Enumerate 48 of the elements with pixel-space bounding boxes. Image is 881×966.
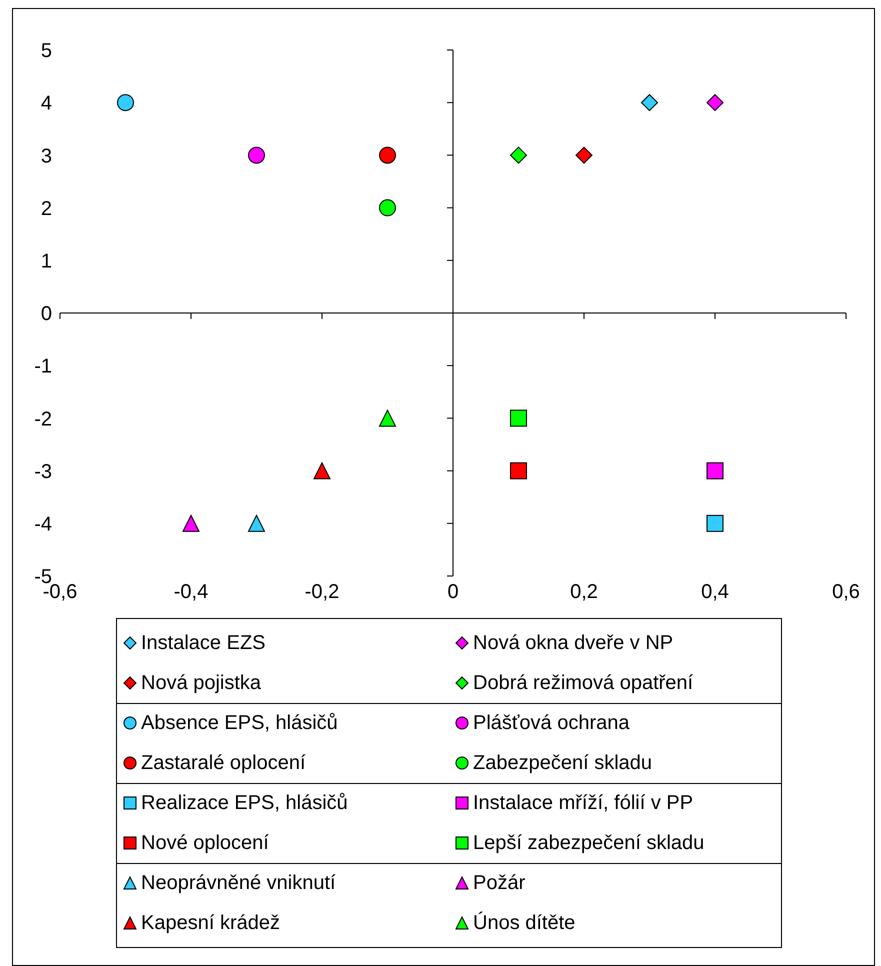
legend-label: Požár [473, 872, 526, 894]
legend-label: Lepší zabezpečení skladu [473, 832, 704, 854]
point [510, 462, 527, 480]
x-tick-label: 0,6 [832, 581, 860, 604]
point [248, 514, 265, 532]
point [314, 462, 330, 480]
legend-label: Neoprávněné vniknutí [141, 872, 336, 894]
legend-label: Realizace EPS, hlásičů [141, 792, 348, 814]
legend-label: Absence EPS, hlásičů [141, 712, 338, 734]
legend-label: Zabezpečení skladu [473, 752, 652, 774]
y-tick-label: 1 [40, 250, 52, 272]
y-tick-label: -3 [34, 460, 52, 483]
y-tick-label: -4 [34, 514, 52, 536]
x-tick-label: 0 [447, 581, 459, 604]
legend-label: Instalace EZS [141, 632, 266, 654]
point [379, 199, 396, 216]
legend-label: Nová okna dveře v NP [473, 632, 674, 654]
legend-label: Nová pojistka [141, 672, 262, 694]
point [706, 94, 724, 112]
y-tick-label: 4 [40, 92, 52, 115]
legend-label: Nové oplocení [141, 832, 269, 854]
point [379, 146, 396, 164]
y-tick-label: 2 [40, 198, 52, 220]
legend-label: Plášťová ochrana [473, 712, 630, 734]
legend-label: Únos dítěte [473, 912, 576, 934]
y-tick-label: 3 [40, 145, 52, 168]
point [706, 462, 724, 480]
legend-label: Instalace mříží, fólií v PP [473, 792, 694, 814]
point [182, 514, 200, 532]
point [641, 94, 658, 112]
y-tick-label: -2 [34, 408, 52, 430]
point [706, 514, 724, 532]
y-tick-label: 0 [40, 303, 52, 326]
x-tick-label: -0,2 [304, 581, 340, 604]
point [248, 146, 265, 164]
legend-label: Dobrá režimová opatření [473, 672, 694, 694]
point [117, 94, 134, 112]
legend-label: Zastaralé oplocení [141, 752, 306, 774]
point [576, 146, 592, 164]
x-tick-label: 0,2 [570, 581, 598, 604]
y-tick-label: -1 [34, 356, 52, 378]
point [510, 410, 527, 427]
y-tick-label: 5 [40, 40, 52, 62]
x-tick-label: -0,4 [174, 581, 208, 604]
x-tick-label: 0,4 [701, 581, 729, 604]
point [510, 146, 527, 164]
legend-label: Kapesní krádež [141, 912, 280, 934]
point [379, 410, 396, 427]
